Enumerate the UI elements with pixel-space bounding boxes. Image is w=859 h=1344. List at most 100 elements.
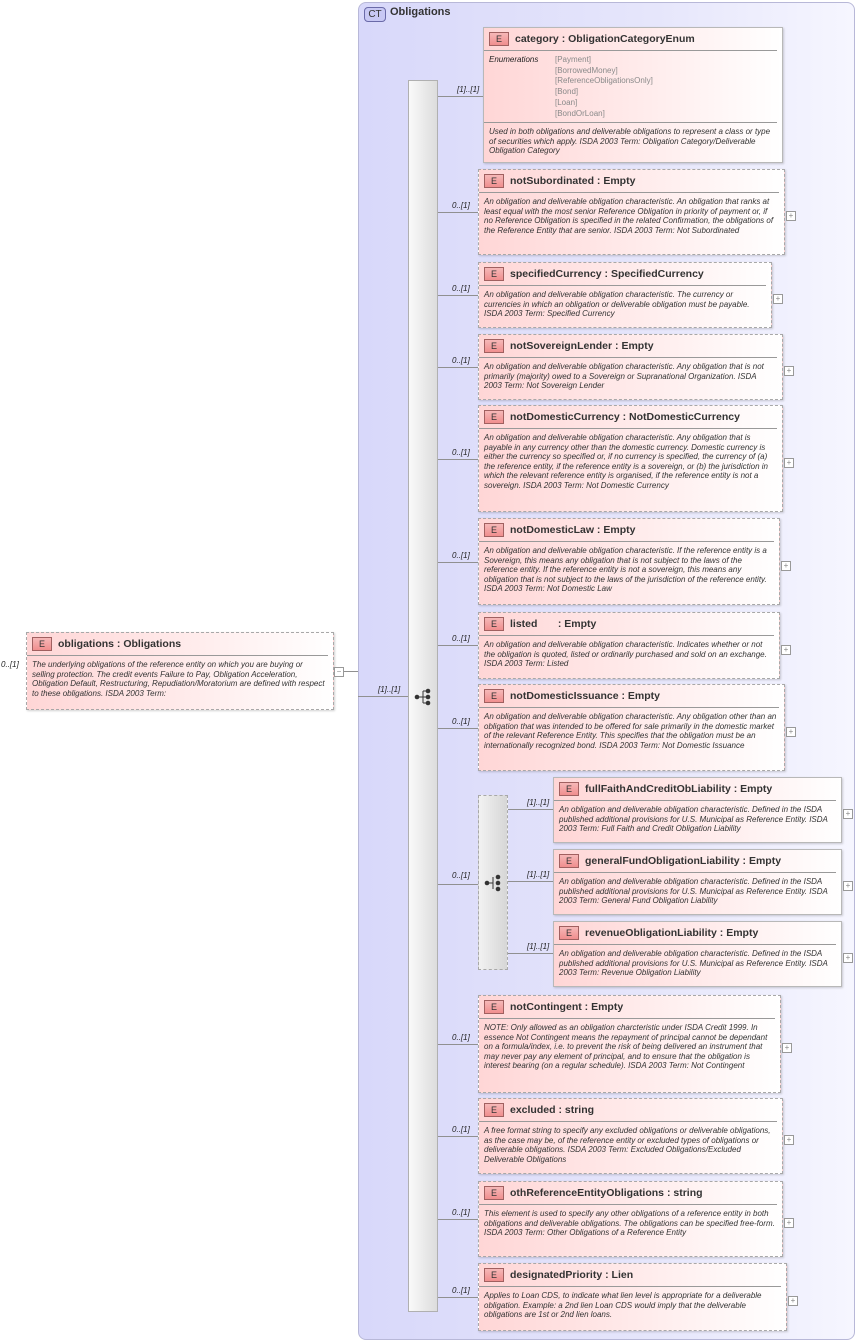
element-description: NOTE: Only allowed as an obligation char… [484,1023,768,1071]
cardinality-label: 0..[1] [452,1286,470,1295]
element-description: An obligation and deliverable obligation… [484,362,764,391]
sequence-cardinality: [1]..[1] [378,685,401,694]
enumerations: Enumerations [Payment] [BorrowedMoney] [Ref… [484,51,777,124]
connector [358,696,408,697]
element-badge: E [484,1268,504,1282]
enumerations-label: Enumerations [489,55,539,64]
element-badge: E [484,1000,504,1014]
element-description: An obligation and deliverable obligation… [484,640,767,669]
expand-button[interactable]: + [784,457,794,468]
element-name: notDomesticCurrency : NotDomesticCurrenc… [510,411,740,423]
collapse-button[interactable]: − [334,667,344,677]
expand-button[interactable]: + [781,644,791,655]
expand-button[interactable]: + [843,881,853,891]
element-description: This element is used to specify any othe… [484,1209,775,1238]
root-cardinality: 0..[1] [1,660,19,669]
connector [438,562,478,563]
element-name: designatedPriority : Lien [510,1269,634,1281]
connector [508,881,553,882]
expand-button[interactable]: + [843,953,853,963]
expand-button[interactable]: + [784,366,794,376]
connector [438,728,478,729]
connector [438,1297,478,1298]
expand-button[interactable]: + [782,1043,792,1053]
element-name: notSovereignLender : Empty [510,340,654,352]
element-badge: E [484,339,504,353]
expand-button[interactable]: + [786,211,796,221]
expand-button[interactable]: + [773,294,783,304]
element-description: An obligation and deliverable obligation… [484,712,777,750]
expand-button[interactable]: + [784,1218,794,1228]
connector [438,212,478,213]
enumeration-value: [ReferenceObligationsOnly] [555,76,653,86]
expand-button[interactable]: + [786,726,796,737]
element-badge: E [484,523,504,537]
choice-cardinality: 0..[1] [452,871,470,880]
element-description: An obligation and deliverable obligation… [559,949,828,978]
expand-button[interactable]: + [843,809,853,819]
cardinality-label: [1]..[1] [527,942,550,951]
cardinality-label: 0..[1] [452,356,470,365]
element-badge: E [484,410,504,424]
complex-type-title: Obligations [390,6,451,18]
connector [438,295,478,296]
element-name: notContingent : Empty [510,1001,624,1013]
enumeration-value: [BondOrLoan] [555,108,605,118]
enumeration-value: [Payment] [555,55,592,64]
element-name: excluded : string [510,1104,595,1116]
connector [438,367,478,368]
cardinality-label: [1]..[1] [527,798,550,807]
cardinality-label: [1]..[1] [527,870,550,879]
element-description: An obligation and deliverable obligation… [484,197,774,235]
element-description: An obligation and deliverable obligation… [484,546,767,594]
sequence-icon [414,688,431,706]
expand-button[interactable]: + [781,560,791,571]
connector [508,953,553,954]
element-name: notDomesticLaw : Empty [510,524,636,536]
element-badge: E [559,926,579,940]
element-name: notSubordinated : Empty [510,175,636,187]
element-description: Used in both obligations and deliverable… [489,127,771,156]
expand-button[interactable]: + [784,1135,794,1145]
root-element-obligations[interactable]: E obligations : Obligations The underlyi… [26,632,334,710]
connector [438,96,483,97]
element-name: fullFaithAndCreditObLiability : Empty [585,783,773,795]
choice-icon [484,874,501,892]
expand-button[interactable]: + [788,1296,798,1306]
element-badge: E [559,854,579,868]
complex-type-badge: CT [364,7,386,22]
element-description: A free format string to specify any excl… [484,1126,771,1164]
element-name: othReferenceEntityObligations : string [510,1187,703,1199]
connector [438,645,478,646]
connector [438,1219,478,1220]
enumeration-value: [Bond] [555,87,579,97]
cardinality-label: 0..[1] [452,448,470,457]
element-name: obligations : Obligations [58,638,182,650]
cardinality-label: 0..[1] [452,1033,470,1042]
element-description: An obligation and deliverable obligation… [559,877,828,906]
cardinality-label: 0..[1] [452,1125,470,1134]
